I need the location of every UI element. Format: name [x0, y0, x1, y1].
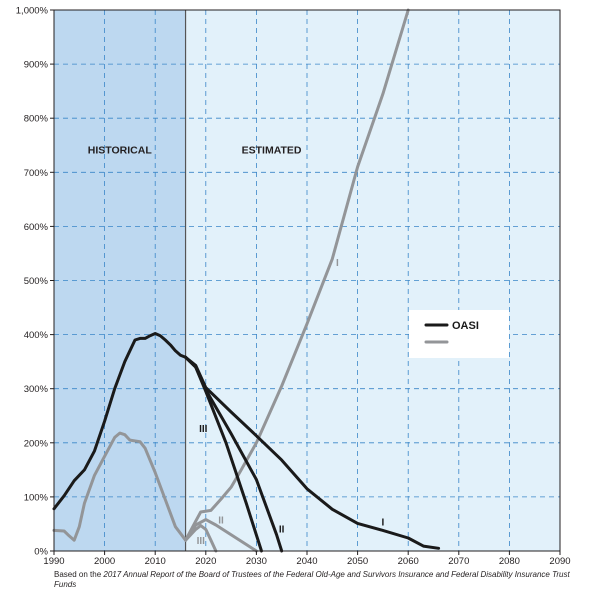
x-tick-label: 2090	[549, 556, 570, 567]
source-note: Based on the 2017 Annual Report of the B…	[54, 570, 574, 590]
oasi-projection-label-ii: II	[279, 525, 285, 536]
y-tick-label: 600%	[24, 222, 49, 233]
y-tick-label: 300%	[24, 384, 49, 395]
di-projection-label-iii: III	[197, 536, 206, 547]
region-labels: HISTORICAL ESTIMATED	[88, 144, 302, 156]
y-tick-label: 200%	[24, 438, 49, 449]
oasi-projection-label-iii: III	[199, 424, 208, 435]
y-tick-label: 900%	[24, 60, 49, 71]
y-tick-label: 800%	[24, 114, 49, 125]
x-tick-label: 2040	[296, 556, 317, 567]
legend: OASI DI	[409, 310, 509, 358]
gridlines	[54, 10, 560, 551]
source-report-title: 2017 Annual Report of the Board of Trust…	[54, 570, 570, 589]
y-tick-label: 400%	[24, 330, 49, 341]
y-tick-label: 500%	[24, 276, 49, 287]
oasi-projection-label-i: I	[382, 518, 385, 529]
x-tick-label: 2000	[94, 556, 115, 567]
x-tick-label: 2010	[145, 556, 166, 567]
di-historical-line	[52, 431, 188, 542]
axis-ticks: 1990 2000 2010 2020 2030 2040 2050 2060 2070 2080…	[16, 6, 571, 568]
di-projection-i-line	[184, 8, 410, 542]
legend-label-di: DI	[452, 337, 463, 349]
di-projection-iii-line	[184, 524, 218, 553]
y-tick-label: 700%	[24, 168, 49, 179]
di-projection-label-ii: II	[218, 515, 224, 526]
di-projection-label-i: I	[336, 258, 339, 269]
oasi-projection-iii-line	[184, 355, 263, 553]
di-projection-ii-line	[184, 518, 258, 553]
y-tick-label: 1,000%	[16, 6, 49, 17]
source-prefix: Based on the	[54, 570, 104, 579]
historical-region-label: HISTORICAL	[88, 144, 153, 156]
x-tick-label: 2030	[246, 556, 267, 567]
x-tick-label: 2070	[448, 556, 469, 567]
x-tick-label: 1990	[43, 556, 64, 567]
oasi-historical-line	[52, 332, 188, 511]
x-tick-label: 2020	[195, 556, 216, 567]
legend-box	[409, 310, 509, 358]
legend-label-oasi: OASI	[452, 320, 479, 332]
y-tick-label: 0%	[34, 547, 48, 558]
x-tick-label: 2060	[398, 556, 419, 567]
x-tick-label: 2080	[499, 556, 520, 567]
x-tick-label: 2050	[347, 556, 368, 567]
estimated-region-label: ESTIMATED	[242, 144, 302, 156]
series-lines	[52, 8, 441, 553]
y-tick-label: 100%	[24, 492, 49, 503]
